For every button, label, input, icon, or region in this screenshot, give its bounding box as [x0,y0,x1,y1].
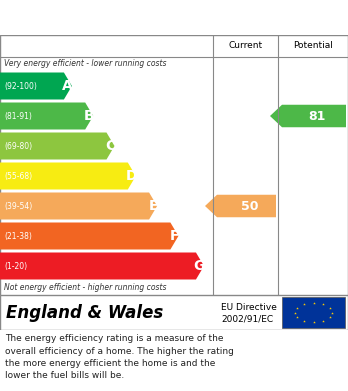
Text: Current: Current [228,41,262,50]
Text: Not energy efficient - higher running costs: Not energy efficient - higher running co… [4,283,166,292]
Text: Energy Efficiency Rating: Energy Efficiency Rating [10,11,202,25]
Polygon shape [0,163,136,190]
Polygon shape [0,192,157,219]
Text: 81: 81 [308,109,326,122]
Text: (69-80): (69-80) [4,142,32,151]
Text: England & Wales: England & Wales [6,303,163,321]
Polygon shape [0,133,114,160]
Text: (92-100): (92-100) [4,81,37,90]
Polygon shape [205,195,276,217]
Text: 2002/91/EC: 2002/91/EC [221,315,273,324]
Text: The energy efficiency rating is a measure of the
overall efficiency of a home. T: The energy efficiency rating is a measur… [5,334,234,380]
Polygon shape [0,72,72,99]
Polygon shape [270,105,346,127]
Text: (21-38): (21-38) [4,231,32,240]
Text: Potential: Potential [293,41,333,50]
Text: (39-54): (39-54) [4,201,32,210]
Text: A: A [62,79,73,93]
Polygon shape [0,222,179,249]
Text: F: F [170,229,180,243]
Text: EU Directive: EU Directive [221,303,277,312]
Polygon shape [0,253,204,280]
Text: (81-91): (81-91) [4,111,32,120]
Polygon shape [0,102,93,129]
Bar [282,297,345,328]
Text: E: E [149,199,158,213]
Text: C: C [105,139,116,153]
Text: 50: 50 [241,199,258,212]
Text: B: B [84,109,94,123]
Text: (55-68): (55-68) [4,172,32,181]
Text: Very energy efficient - lower running costs: Very energy efficient - lower running co… [4,59,166,68]
Text: D: D [125,169,137,183]
Text: G: G [193,259,205,273]
Text: (1-20): (1-20) [4,262,27,271]
